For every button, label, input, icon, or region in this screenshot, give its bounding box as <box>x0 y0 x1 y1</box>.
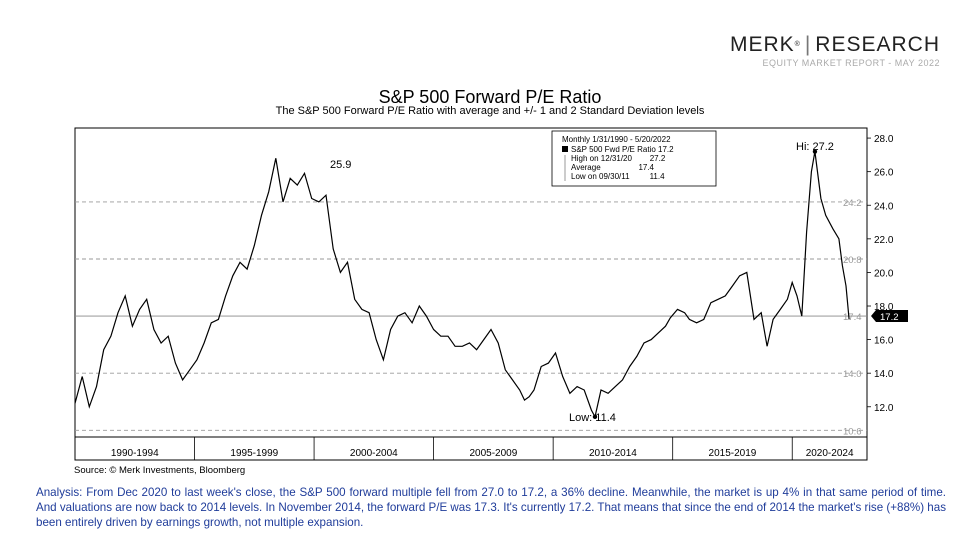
x-category-label-1: 1995-1999 <box>230 448 278 459</box>
chart-title: S&P 500 Forward P/E Ratio <box>378 87 602 107</box>
y-tick-label-0: 28.0 <box>874 134 894 145</box>
hi-marker <box>812 149 818 154</box>
legend-box: Monthly 1/31/1990 - 5/20/2022 S&P 500 Fw… <box>551 130 717 187</box>
legend-average: Average 17.4 <box>571 163 655 172</box>
reference-label-1: 20.8 <box>843 255 862 266</box>
plot-frame <box>74 127 868 461</box>
y-tick-label-6: 16.0 <box>874 336 894 347</box>
y-tick-label-1: 26.0 <box>874 168 894 179</box>
annotation-hi: Hi: 27.2 <box>796 141 834 153</box>
x-category-label-4: 2010-2014 <box>589 448 637 459</box>
current-value-label: 17.2 <box>880 312 899 323</box>
series-line-pe-ratio <box>74 151 850 419</box>
y-tick-label-4: 20.0 <box>874 268 894 279</box>
low-marker <box>592 414 598 420</box>
y-tick-label-2: 24.0 <box>874 201 894 212</box>
x-category-label-3: 2005-2009 <box>469 448 517 459</box>
brand-logo: MERK® | RESEARCH EQUITY MARKET REPORT - MA… <box>729 33 940 69</box>
reference-lines: 24.2 20.8 17.4 14.0 10.6 <box>75 198 867 437</box>
y-tick-label-8: 12.0 <box>874 403 894 414</box>
x-axis-categories: 1990-1994 1995-1999 2000-2004 2005-2009 2010… <box>111 437 854 460</box>
x-category-label-5: 2015-2019 <box>709 448 757 459</box>
analysis-paragraph: Analysis: From Dec 2020 to last week's c… <box>36 486 946 529</box>
brand-name-right: RESEARCH <box>815 33 940 56</box>
legend-range: Monthly 1/31/1990 - 5/20/2022 <box>562 135 671 144</box>
brand-reg-mark: ® <box>794 41 801 48</box>
brand-name: MERK® | RESEARCH <box>729 33 940 56</box>
y-axis-ticks: 28.0 26.0 24.0 22.0 20.0 18.0 16.0 14.0 12.0 <box>867 134 894 414</box>
brand-name-left: MERK <box>729 33 795 56</box>
x-category-label-0: 1990-1994 <box>111 448 159 459</box>
legend-series-swatch <box>562 146 568 152</box>
reference-label-3: 14.0 <box>843 369 862 380</box>
reference-label-2: 17.4 <box>843 312 862 323</box>
brand-subtitle: EQUITY MARKET REPORT - MAY 2022 <box>762 58 940 68</box>
reference-label-4: 10.6 <box>843 426 862 437</box>
annotations: 25.9 Hi: 27.2 Low: 11.4 17.2 <box>330 141 908 424</box>
y-tick-label-7: 14.0 <box>874 369 894 380</box>
current-value-badge: 17.2 <box>871 310 908 323</box>
y-tick-label-3: 22.0 <box>874 235 894 246</box>
x-category-label-2: 2000-2004 <box>350 448 398 459</box>
annotation-low: Low: 11.4 <box>569 412 616 424</box>
legend-low: Low on 09/30/11 11.4 <box>571 172 665 181</box>
y-tick-label-5: 18.0 <box>874 302 894 313</box>
chart-subtitle: The S&P 500 Forward P/E Ratio with avera… <box>275 105 705 117</box>
reference-label-0: 24.2 <box>843 198 862 209</box>
legend-high: High on 12/31/20 27.2 <box>571 154 666 163</box>
legend-series: S&P 500 Fwd P/E Ratio 17.2 <box>571 145 674 154</box>
x-category-label-6: 2020-2024 <box>806 448 854 459</box>
annotation-peak-1999: 25.9 <box>330 159 351 171</box>
source-note: Source: © Merk Investments, Bloomberg <box>74 465 246 476</box>
